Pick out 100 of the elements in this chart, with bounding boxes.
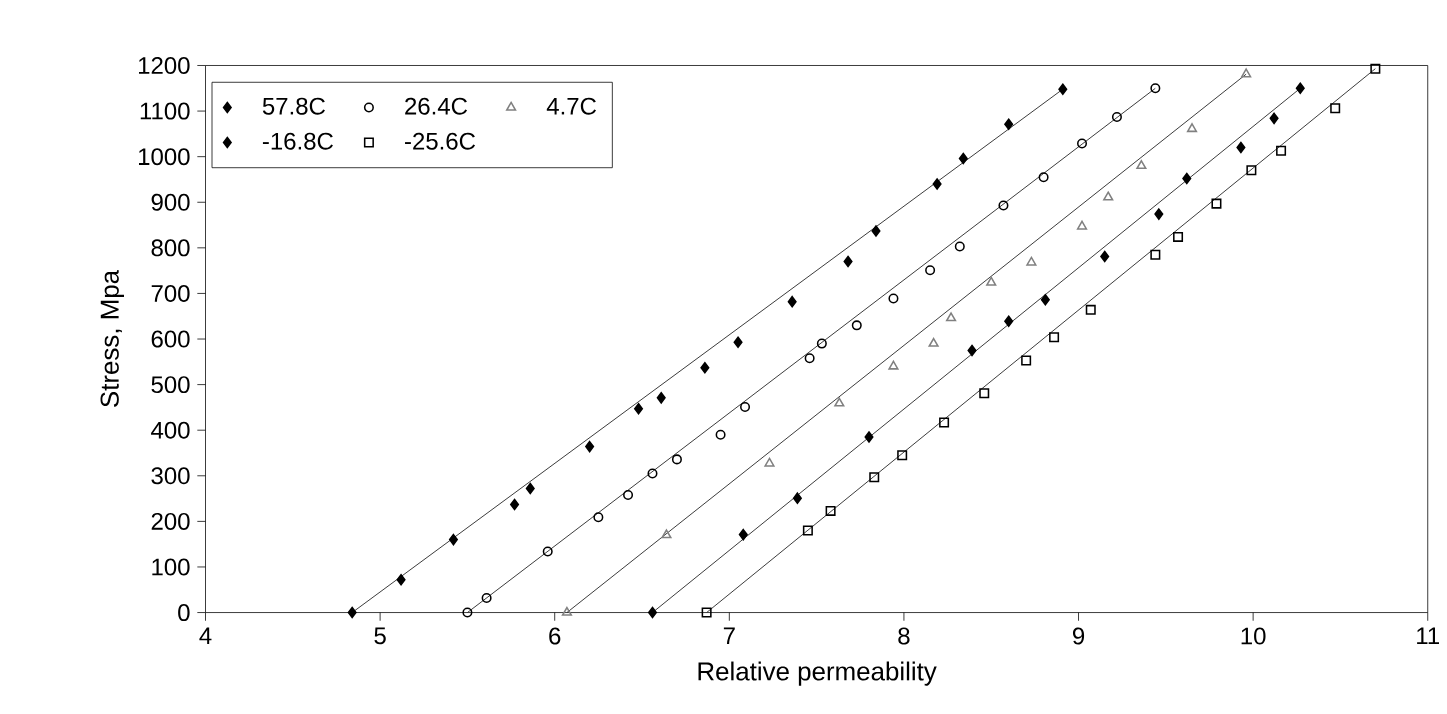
point [700,362,710,374]
point [740,402,751,413]
point [792,492,802,505]
point [816,338,827,349]
y-tick-label: 1000 [139,148,190,166]
point [998,200,1009,211]
point [634,403,644,415]
point [347,606,357,619]
y-tick-label: 300 [151,467,190,485]
point [1100,250,1110,263]
x-tick-label: 8 [898,627,910,645]
point [1246,165,1257,176]
point [1295,82,1305,95]
point [1004,118,1014,131]
point [593,512,604,523]
point [825,506,836,517]
point [1058,83,1068,96]
point [802,525,813,536]
point [1211,198,1222,209]
y-tick-label: 100 [152,558,190,576]
point [1111,112,1122,123]
x-tick-label: 7 [723,627,735,645]
point [928,337,939,348]
point [1085,305,1096,316]
x-tick-label: 5 [374,627,386,645]
point [787,296,797,308]
point [1021,355,1032,366]
point [869,472,880,483]
point [1182,172,1192,185]
point [804,353,815,364]
point [1173,232,1184,243]
point [738,528,748,541]
point [542,546,553,557]
point [897,450,908,461]
point [1103,191,1114,201]
point [623,490,634,501]
point [945,312,957,322]
point [656,392,666,404]
y-tick-label: 400 [151,421,190,439]
point [958,152,968,165]
point [510,498,520,511]
point [1370,63,1381,74]
point [925,265,936,276]
point [715,429,726,440]
y-tick-label: 1100 [140,102,190,120]
point [1330,103,1341,114]
point [888,293,899,304]
point [396,574,406,586]
y-tick-label: 1200 [139,57,190,75]
point [1154,208,1164,221]
point [647,468,658,479]
point [843,255,853,268]
point [701,607,712,618]
point [1136,160,1147,170]
y-tick-label: 0 [178,604,190,622]
point [834,397,845,407]
point [661,529,672,539]
point [1150,249,1161,260]
point [1276,145,1287,156]
x-tick-label: 10 [1241,627,1266,645]
point [647,606,658,619]
point [481,593,492,604]
point [871,225,881,237]
point [1186,123,1198,133]
point [1241,68,1252,78]
point [1269,112,1279,125]
point [733,336,743,349]
point [954,241,965,252]
point [462,607,473,618]
y-tick-label: 600 [151,330,190,348]
point [1150,83,1161,94]
point [888,360,899,370]
legend-label: 26.4C [405,97,468,115]
point [864,431,874,443]
point [1038,172,1049,183]
x-tick-label: 4 [199,627,212,645]
point [671,454,682,465]
point [1076,220,1088,230]
point [525,482,535,495]
point [939,417,950,428]
point [1004,315,1014,328]
point [585,440,595,453]
y-tick-label: 200 [151,513,190,531]
x-tick-label: 6 [549,627,561,645]
point [851,320,862,331]
y-tick-label: 800 [151,239,190,257]
point [1236,141,1246,154]
point [979,388,990,399]
legend-label: 57.8C [262,97,325,115]
y-axis-title: Stress, Mpa [100,270,124,408]
point [986,276,997,286]
y-tick-label: 700 [151,285,190,303]
point [1077,138,1088,149]
point [1026,256,1037,266]
point [764,457,775,467]
x-tick-label: 9 [1072,627,1085,645]
point [1049,332,1060,343]
point [561,606,573,616]
point [1040,294,1050,306]
legend-label: -25.6C [405,132,476,150]
